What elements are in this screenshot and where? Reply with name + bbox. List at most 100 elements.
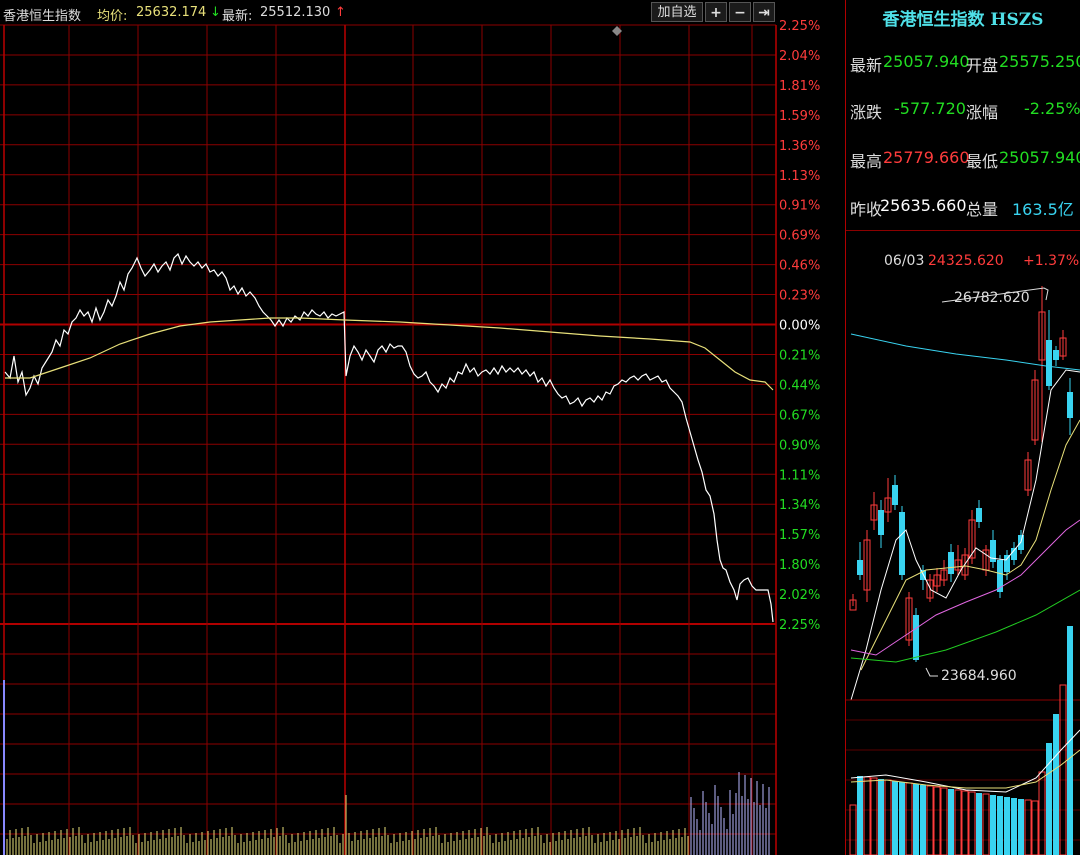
axis-tick-label: 0.46%: [779, 259, 820, 274]
quote-label: 最新: [850, 56, 883, 75]
panel-title: 香港恒生指数 HSZS: [882, 10, 1044, 30]
axis-tick-label: 0.21%: [779, 348, 820, 363]
volume-bar: [857, 776, 863, 855]
axis-tick-label: 0.90%: [779, 438, 820, 453]
diamond-icon: [612, 26, 622, 36]
candle-body: [933, 574, 941, 587]
mini-kline-chart[interactable]: 06/03 24325.620 +1.37% 26782.620 23684.9…: [846, 230, 1080, 855]
volume-bar: [954, 789, 962, 855]
latest-price-value: 25057.940: [883, 52, 970, 71]
ma-line: [860, 419, 1080, 671]
axis-tick-label: 1.81%: [779, 79, 820, 94]
open-price-value: 25575.250: [999, 52, 1080, 71]
volume-bar: [913, 784, 919, 855]
candle-body: [849, 599, 857, 611]
quote-panel: 香港恒生指数 HSZS 最新 25057.940 开盘 25575.250 涨跌…: [846, 0, 1080, 855]
quote-label: 总量: [966, 200, 999, 219]
chart-header: 香港恒生指数 均价: 25632.174 ↓ 最新: 25512.130 ↑ 加…: [0, 0, 776, 26]
latest-value: 25512.130: [260, 5, 331, 20]
volume-bar: [1046, 743, 1052, 855]
volume-bar: [948, 789, 954, 855]
volume-bar: [926, 785, 934, 855]
candle-body: [1024, 459, 1032, 491]
quote-label: 涨跌: [850, 103, 883, 122]
high-price-value: 25779.660: [883, 148, 970, 167]
volume-bar: [976, 793, 982, 855]
axis-tick-label: 0.69%: [779, 229, 820, 244]
candle-body: [1059, 337, 1067, 357]
volume-bar: [870, 777, 878, 855]
volume-bar: [940, 787, 948, 855]
candle-body: [899, 512, 905, 575]
candle-body: [954, 559, 962, 571]
high-pointer: [941, 287, 1049, 303]
volume-bar: [1024, 799, 1032, 855]
axis-tick-label: 2.04%: [779, 49, 820, 64]
intraday-chart[interactable]: 2.25% 2.04% 1.81% 1.59% 1.36% 1.13% 0.91% 0.69%…: [0, 0, 846, 855]
avg-arrow-icon: ↓: [210, 5, 221, 20]
volume-bar: [933, 786, 941, 855]
volume-value: 163.5亿: [1012, 200, 1074, 219]
index-title: 香港恒生指数: [3, 9, 82, 24]
quote-label: 最低: [966, 152, 999, 171]
quote-label: 开盘: [966, 56, 999, 75]
axis-tick-label: 2.25%: [779, 19, 820, 34]
candle-body: [857, 560, 863, 575]
volume-bar: [920, 785, 926, 855]
axis-tick-label: 1.13%: [779, 169, 820, 184]
volume-ma-line: [850, 749, 1080, 789]
volume-bar: [1059, 684, 1067, 855]
zoom-out-button[interactable]: −: [729, 2, 751, 22]
candle-body: [1011, 548, 1017, 560]
candle-body: [1067, 392, 1073, 418]
axis-tick-label: 1.34%: [779, 498, 820, 513]
avg-value: 25632.174: [136, 5, 207, 20]
candle-body: [940, 569, 948, 581]
candle-body: [1038, 311, 1046, 361]
candle-body: [1053, 350, 1059, 360]
candle-body: [961, 554, 969, 576]
axis-tick-label: 2.25%: [779, 618, 820, 633]
add-watchlist-button[interactable]: 加自选: [651, 2, 703, 22]
volume-bar: [892, 781, 898, 855]
candle-body: [948, 552, 954, 574]
volume-bar: [961, 790, 969, 855]
candle-body: [968, 519, 976, 559]
volume-bar: [899, 782, 905, 855]
candle-body: [990, 540, 996, 562]
ma-line: [850, 333, 1080, 371]
kline-high-label: 26782.620: [954, 290, 1030, 306]
collapse-panel-button[interactable]: ⇥: [753, 2, 775, 22]
volume-bar: [997, 796, 1003, 855]
volume-bar: [982, 793, 990, 855]
candle-body: [892, 485, 898, 505]
avg-price-line: [5, 317, 774, 391]
axis-tick-label: 0.67%: [779, 408, 820, 423]
candle-body: [1031, 379, 1039, 441]
avg-label: 均价:: [97, 9, 128, 24]
candle-body: [884, 497, 892, 513]
candle-body: [878, 510, 884, 535]
candle-body: [997, 560, 1003, 592]
volume-bar: [1038, 771, 1046, 855]
axis-tick-label: 0.44%: [779, 378, 820, 393]
axis-tick-label: 0.91%: [779, 199, 820, 214]
kline-date: 06/03: [884, 253, 924, 269]
volume-bar: [1004, 797, 1010, 855]
volume-bar: [905, 782, 913, 855]
volume-bar: [1031, 800, 1039, 855]
candle-body: [863, 539, 871, 591]
zoom-in-button[interactable]: +: [705, 2, 727, 22]
quote-label: 昨收: [850, 200, 883, 219]
volume-ma-line: [850, 729, 1080, 793]
prev-close-value: 25635.660: [880, 196, 967, 215]
ma-line: [850, 369, 1080, 701]
quote-label: 涨幅: [966, 103, 999, 122]
ma-line: [850, 589, 1080, 663]
candle-body: [976, 508, 982, 522]
axis-tick-label: 0.23%: [779, 289, 820, 304]
volume-bar: [884, 779, 892, 855]
volume-bar: [990, 795, 996, 855]
axis-tick-label: 2.02%: [779, 588, 820, 603]
change-value: -577.720: [894, 99, 966, 118]
